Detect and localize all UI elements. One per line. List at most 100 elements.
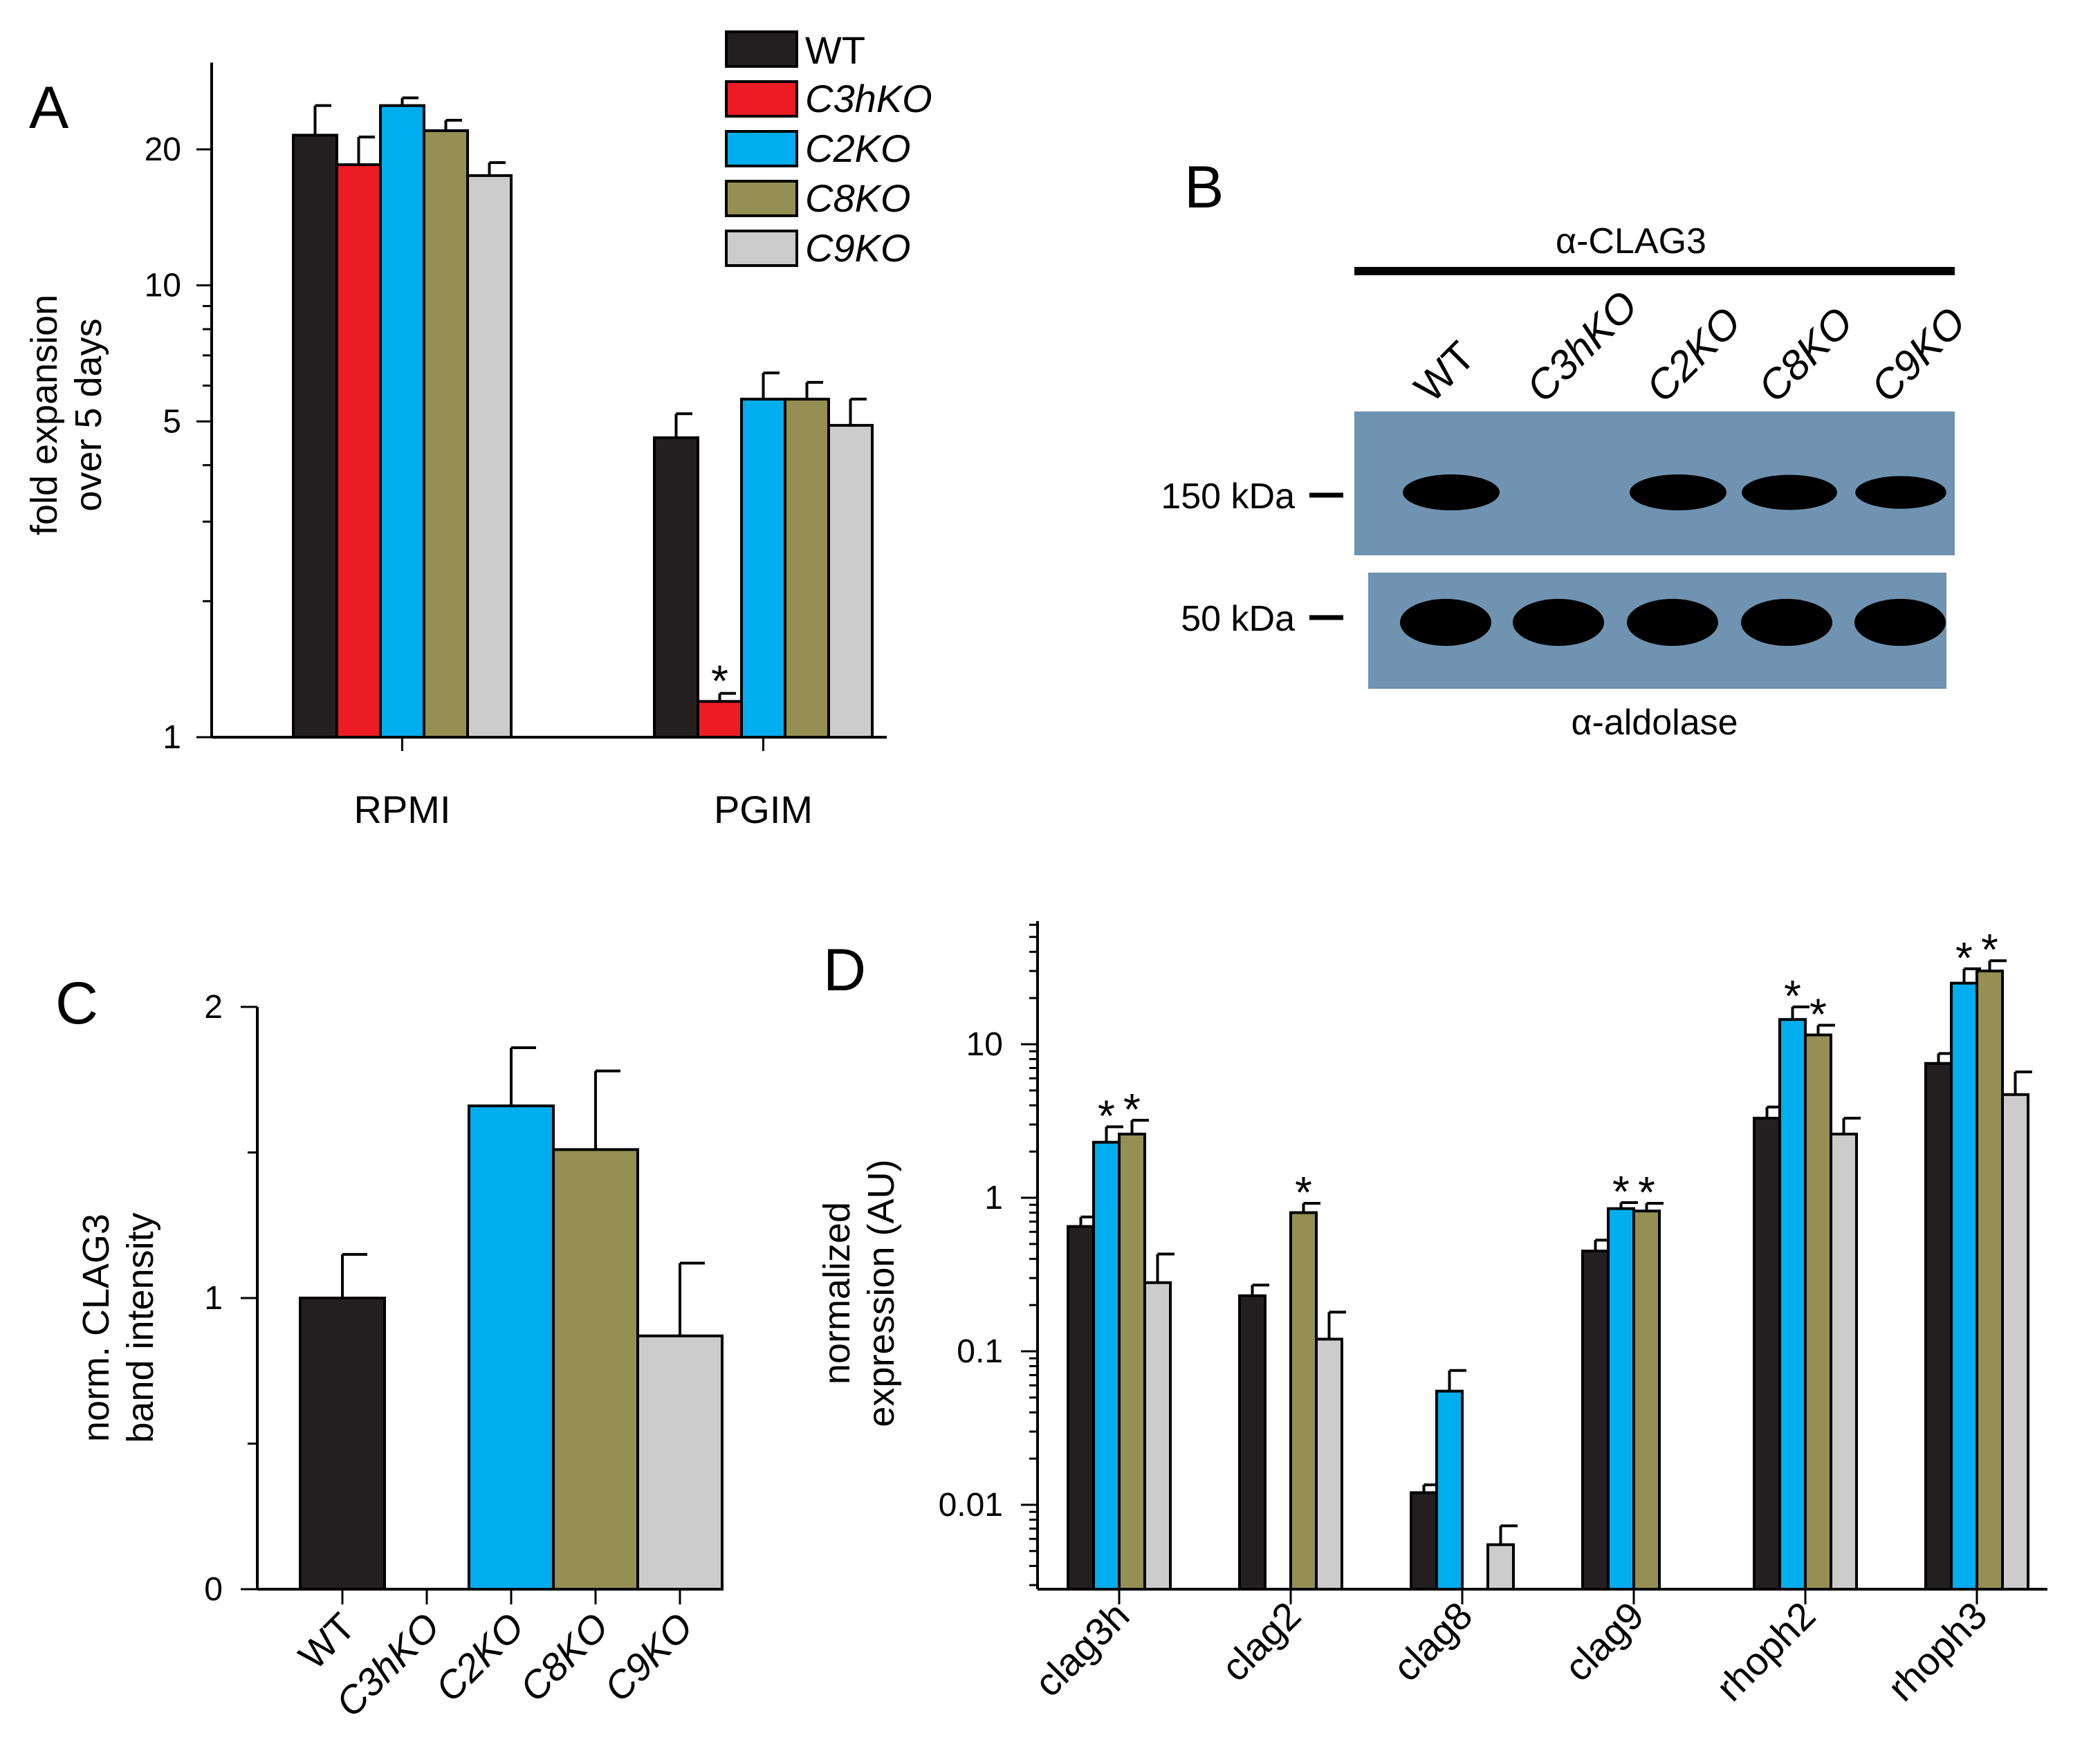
panel-c-y-axis-label: norm. CLAG3 band intensity xyxy=(75,1212,161,1443)
panel-a-categories: RPMI PGIM xyxy=(354,788,813,831)
legend-label-c8ko: C8KO xyxy=(805,176,911,220)
panel-d-y-axis-label: normalized expression (AU) xyxy=(816,1159,902,1427)
panel-d-bar-wt-rhoph3 xyxy=(1924,1062,1953,1591)
panel-c-bar-c8ko xyxy=(552,1148,639,1591)
panel-a-ylabel-line1: fold expansion xyxy=(24,295,65,535)
blot-lane-c3hko: C3hKO xyxy=(1518,282,1647,411)
panel-c-bar-wt xyxy=(299,1297,386,1591)
panel-d-bar-c8ko-clag9 xyxy=(1632,1210,1661,1591)
aldolase-band-c2ko xyxy=(1627,599,1718,646)
panel-a-bar-wt-pgim xyxy=(653,436,699,739)
panel-d-significance-star: * xyxy=(1955,933,1973,983)
panel-a-bar-wt-rpmi xyxy=(292,133,338,739)
legend-swatch-c9ko xyxy=(725,230,798,267)
panel-c-y-tick-label: 2 xyxy=(204,989,223,1026)
panel-d-bar-wt-clag3h xyxy=(1067,1225,1095,1591)
panel-a-bars: * xyxy=(292,96,874,739)
blot-aldolase-bands xyxy=(1400,599,1946,646)
panel-d-category-clag3h: clag3h xyxy=(1026,1593,1137,1705)
legend: WT C3hKO C2KO C8KO C9KO xyxy=(725,28,932,270)
clag3-band-c8ko xyxy=(1742,474,1837,510)
blot-bottom-antibody-label: α-aldolase xyxy=(1571,703,1738,743)
panel-a-ylabel-line2: over 5 days xyxy=(68,318,109,511)
marker-50kda-label: 50 kDa xyxy=(1181,599,1295,639)
panel-c-letter: C xyxy=(55,970,98,1037)
panel-d-bar-c2ko-rhoph2 xyxy=(1778,1018,1807,1591)
panel-d-significance-star: * xyxy=(1123,1084,1141,1134)
panel-d-bar-c8ko-clag3h xyxy=(1118,1132,1146,1591)
clag3-band-c2ko xyxy=(1630,474,1726,510)
legend-label-c2ko: C2KO xyxy=(805,127,911,170)
panel-d-bar-c8ko-rhoph2 xyxy=(1804,1033,1832,1591)
aldolase-band-c8ko xyxy=(1741,599,1832,646)
panel-a-y-tick-label: 10 xyxy=(145,268,181,304)
panel-d-bar-c2ko-clag3h xyxy=(1092,1140,1121,1591)
panel-a-bar-c8ko-rpmi xyxy=(423,129,469,739)
panel-d-bar-c9ko-rhoph2 xyxy=(1830,1132,1858,1591)
panel-d-significance-star: * xyxy=(1098,1091,1115,1140)
marker-150kda-label: 150 kDa xyxy=(1161,476,1295,517)
panel-d-significance-star: * xyxy=(1612,1167,1630,1216)
panel-d-significance-star: * xyxy=(1809,990,1827,1039)
panel-d-significance-star: * xyxy=(1784,971,1801,1021)
panel-d-bar-c2ko-rhoph3 xyxy=(1950,981,1978,1591)
panel-c: C norm. CLAG3 band intensity 0 1 2 WTC3hKO… xyxy=(55,970,724,1725)
aldolase-band-c3hko xyxy=(1513,599,1604,646)
legend-label-c9ko: C9KO xyxy=(805,226,911,270)
panel-a-bar-c3hko-pgim xyxy=(697,700,743,739)
panel-a-bar-c3hko-rpmi xyxy=(335,163,382,739)
blot-lane-c2ko: C2KO xyxy=(1637,298,1750,411)
panel-c-bar-c2ko xyxy=(468,1104,555,1591)
panel-c-ylabel-line2: band intensity xyxy=(120,1212,161,1443)
legend-swatch-c8ko xyxy=(725,180,798,217)
panel-d-category-clag8: clag8 xyxy=(1384,1593,1480,1689)
panel-d-significance-star: * xyxy=(1638,1167,1655,1217)
panel-a-category-rpmi: RPMI xyxy=(354,788,451,831)
panel-d-axis: 0.01 0.1 1 10 xyxy=(939,921,2047,1604)
panel-a-bar-c2ko-pgim xyxy=(740,398,786,739)
panel-a-letter: A xyxy=(29,75,69,141)
panel-a: A fold expansion over 5 days 1 5 10 20 * RP… xyxy=(24,28,932,831)
blot-lane-c9ko: C9KO xyxy=(1862,298,1975,411)
legend-label-wt: WT xyxy=(805,28,865,72)
aldolase-band-c9ko xyxy=(1854,599,1946,646)
panel-d-ylabel-line2: expression (AU) xyxy=(860,1159,902,1427)
panel-d-significance-star: * xyxy=(1295,1167,1312,1217)
panel-c-y-tick-label: 1 xyxy=(204,1280,223,1317)
panel-d-category-rhoph3: rhoph3 xyxy=(1879,1593,1996,1710)
clag3-band-wt xyxy=(1403,474,1500,510)
panel-a-bar-c9ko-rpmi xyxy=(466,174,513,739)
blot-lane-labels: WT C3hKO C2KO C8KO C9KO xyxy=(1406,282,1975,411)
panel-d-y-tick-label: 0.01 xyxy=(939,1487,1003,1523)
panel-d-bar-wt-clag8 xyxy=(1410,1491,1438,1591)
panel-a-y-tick-label: 20 xyxy=(145,131,181,168)
panel-c-y-tick-label: 0 xyxy=(204,1571,223,1608)
panel-d-bars: * ** * ** ** * xyxy=(1067,925,2032,1591)
panel-a-y-tick-label: 1 xyxy=(163,719,181,756)
panel-d-bar-wt-rhoph2 xyxy=(1753,1116,1781,1591)
legend-swatch-c3hko xyxy=(725,80,798,118)
clag3-band-c9ko xyxy=(1855,476,1946,509)
panel-d-bar-c9ko-rhoph3 xyxy=(2001,1093,2029,1591)
panel-c-bars xyxy=(299,1046,724,1591)
panel-a-bar-c2ko-rpmi xyxy=(379,104,425,739)
panel-d-y-tick-label: 0.1 xyxy=(957,1333,1003,1370)
panel-a-y-axis-label: fold expansion over 5 days xyxy=(24,295,109,535)
panel-d-category-rhoph2: rhoph2 xyxy=(1708,1593,1824,1710)
panel-d-category-clag9: clag9 xyxy=(1556,1593,1652,1689)
panel-d-letter: D xyxy=(823,937,866,1003)
panel-c-bar-c9ko xyxy=(636,1334,724,1591)
blot-clag3-bands xyxy=(1403,474,1946,510)
panel-d-y-tick-label: 10 xyxy=(966,1026,1003,1063)
panel-c-ylabel-line1: norm. CLAG3 xyxy=(75,1214,117,1442)
panel-d-category-clag2: clag2 xyxy=(1213,1593,1309,1689)
panel-b-western-blot: B α-CLAG3 WT C3hKO C2KO C8KO C9KO 150 kD… xyxy=(1161,154,1974,743)
panel-b-letter: B xyxy=(1184,154,1224,221)
panel-d-bar-c2ko-clag8 xyxy=(1435,1389,1464,1591)
legend-label-c3hko: C3hKO xyxy=(805,77,932,120)
panel-a-category-pgim: PGIM xyxy=(714,788,813,831)
legend-swatch-c2ko xyxy=(725,130,798,167)
panel-d-categories: clag3h clag2 clag8 clag9 rhoph2 rhoph3 xyxy=(1026,1593,1995,1710)
blot-top-antibody-label: α-CLAG3 xyxy=(1556,221,1706,261)
